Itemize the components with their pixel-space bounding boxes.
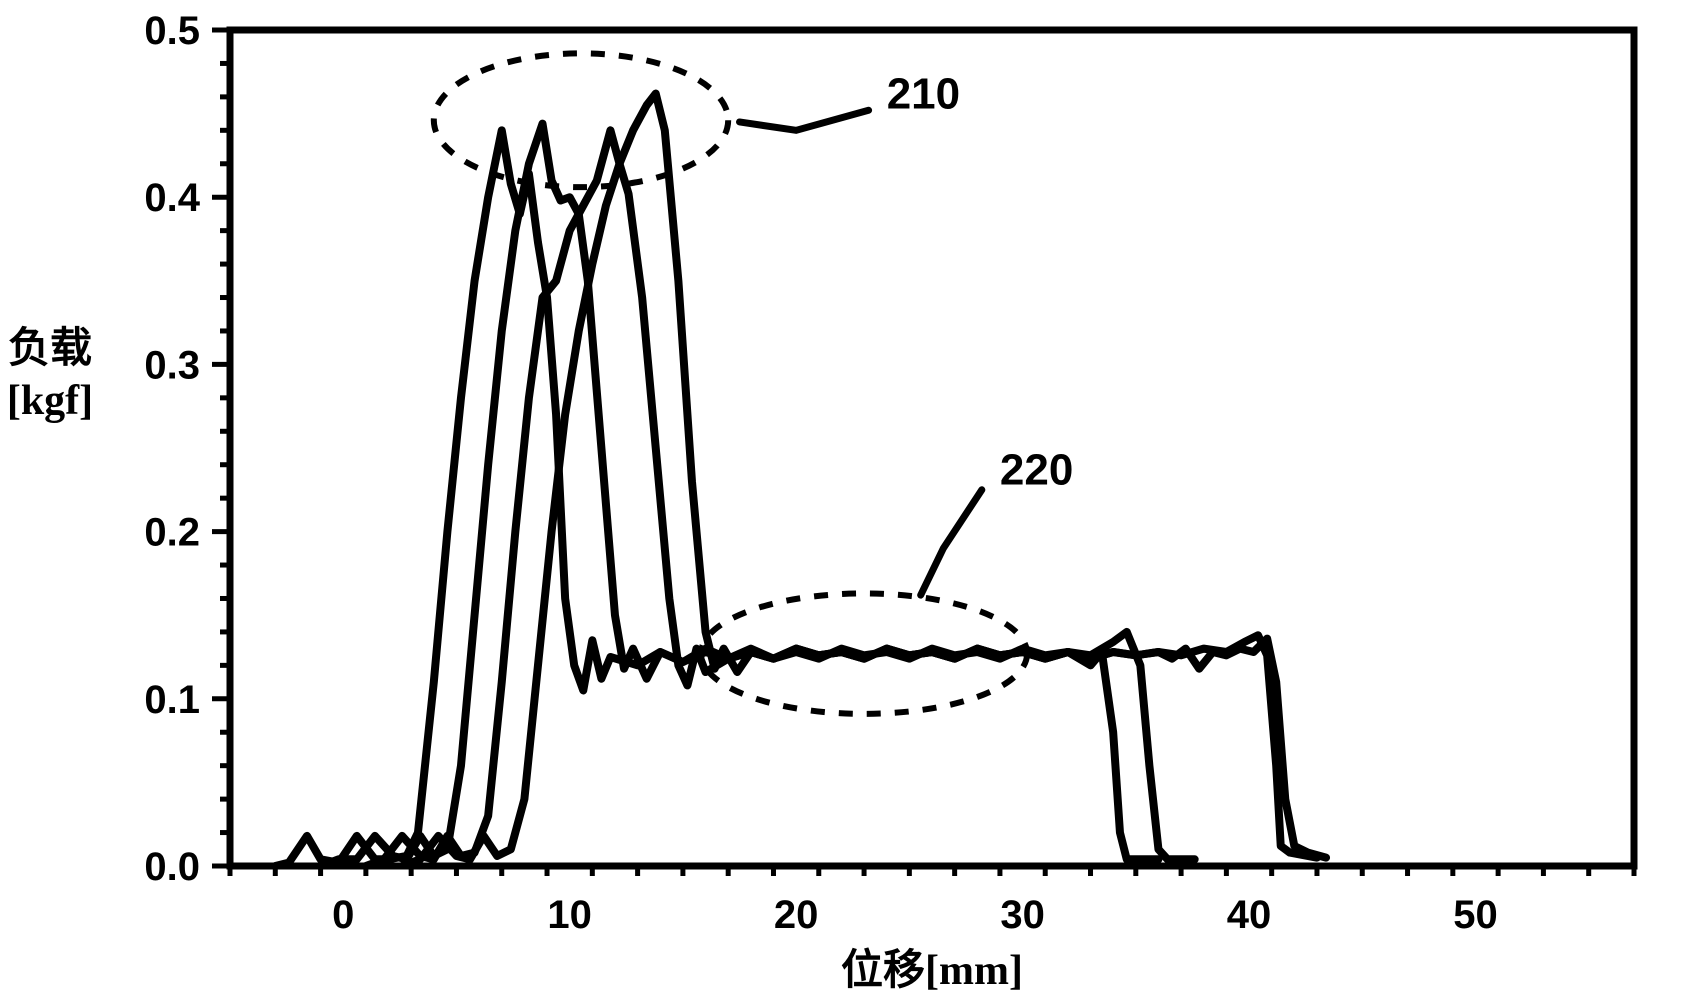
x-tick-label: 20 <box>774 893 819 937</box>
x-axis-label: 位移[mm] <box>841 947 1023 994</box>
chart-root: 0 10 20 30 40 50 0.0 0.1 0.2 0.3 0.4 0.5 位移[mm] 负载 [kg… <box>0 0 1684 996</box>
y-tick-label: 0.0 <box>144 845 200 889</box>
y-tick-label: 0.3 <box>144 343 200 387</box>
y-tick-label: 0.2 <box>144 511 200 555</box>
y-tick-label: 0.1 <box>144 678 200 722</box>
x-tick-label: 40 <box>1227 893 1272 937</box>
y-axis-label-line1: 负载 <box>8 325 92 372</box>
x-axis-ticks: 0 10 20 30 40 50 <box>230 866 1634 937</box>
annot-220-label: 220 <box>1000 446 1073 495</box>
x-tick-label: 0 <box>332 893 354 937</box>
y-tick-label: 0.4 <box>144 176 200 220</box>
chart-svg: 0 10 20 30 40 50 0.0 0.1 0.2 0.3 0.4 0.5 位移[mm] 负载 [kg… <box>0 0 1684 996</box>
x-tick-label: 10 <box>547 893 592 937</box>
y-axis-label-line2: [kgf] <box>7 378 93 424</box>
plot-border <box>230 30 1634 866</box>
annot-210-label: 210 <box>887 70 960 119</box>
x-tick-label: 30 <box>1000 893 1045 937</box>
x-tick-label: 50 <box>1453 893 1498 937</box>
y-axis-ticks: 0.0 0.1 0.2 0.3 0.4 0.5 <box>144 9 230 889</box>
y-tick-label: 0.5 <box>144 9 200 53</box>
